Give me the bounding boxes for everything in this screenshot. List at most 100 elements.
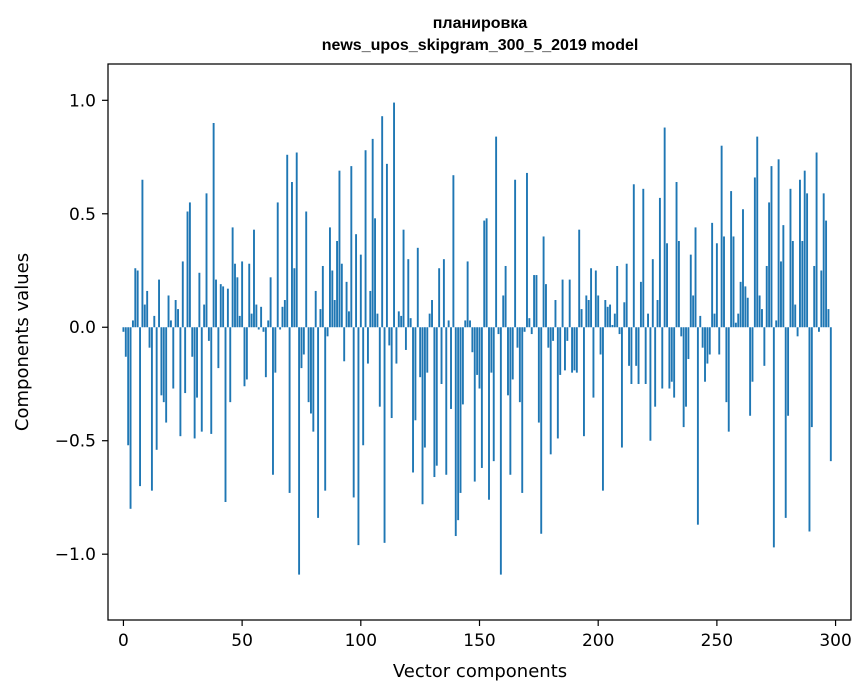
bar-106 [374,218,376,328]
bar-236 [682,327,685,428]
bar-24 [179,327,182,437]
y-axis-ticks: −1.0 −0.5 0.0 0.5 1.0 [55,91,108,565]
bar-125 [419,327,422,378]
bar-42 [222,286,225,328]
bar-94 [345,281,348,328]
bar-74 [298,327,301,575]
bar-253 [723,236,725,328]
bar-219 [642,188,645,328]
bar-119 [404,327,407,350]
bar-131 [433,327,436,478]
bar-82 [317,327,320,518]
bar-191 [575,327,578,373]
bar-261 [742,209,744,328]
bar-33 [200,327,203,432]
bar-232 [673,327,676,398]
bar-218 [639,281,642,328]
bar-2 [127,327,130,446]
bar-205 [609,304,612,328]
bar-170 [526,172,528,328]
bar-77 [305,211,308,328]
bar-6 [136,270,139,328]
bar-208 [616,265,619,328]
bar-75 [300,327,303,369]
bar-195 [585,295,588,328]
bar-282 [791,241,794,328]
bar-90 [336,241,339,328]
bar-285 [799,179,801,328]
bar-47 [234,263,236,328]
bar-126 [421,327,424,505]
bar-259 [737,313,740,328]
bar-273 [770,166,773,328]
bar-187 [566,327,569,341]
bar-152 [483,220,486,328]
bar-271 [765,265,768,328]
bar-189 [571,327,574,373]
bar-83 [319,309,322,328]
bar-225 [656,300,659,328]
bar-174 [535,275,538,328]
x-tick-label: 250 [701,631,733,651]
bar-284 [796,327,799,337]
bar-80 [312,327,315,432]
bar-66 [279,327,282,330]
bar-255 [727,327,730,432]
bar-194 [583,327,585,437]
bar-249 [713,313,716,328]
bar-96 [350,166,353,328]
bar-256 [730,191,733,328]
bar-0 [122,327,125,332]
bar-204 [606,306,609,328]
bar-247 [708,327,711,355]
bar-175 [537,327,540,423]
bar-290 [810,327,813,428]
bar-12 [150,327,153,491]
bar-50 [241,261,244,328]
bar-173 [533,275,536,328]
bar-167 [518,327,521,403]
bar-172 [530,327,533,335]
bar-35 [205,193,208,328]
bar-52 [245,327,248,380]
bar-237 [685,327,687,407]
bar-5 [134,268,137,328]
bar-16 [160,327,163,396]
bar-7 [139,327,141,487]
bar-34 [203,304,206,328]
bar-102 [364,150,367,328]
bar-20 [169,320,172,328]
bar-107 [376,313,379,328]
bar-161 [504,265,507,328]
bar-67 [281,306,284,328]
bar-262 [744,286,747,328]
bar-91 [338,170,341,328]
x-tick-label: 0 [118,631,129,651]
bar-151 [480,327,483,468]
bar-63 [272,327,274,475]
bar-85 [324,327,327,491]
bar-184 [559,327,562,375]
bar-98 [355,234,358,328]
bar-180 [549,327,552,455]
bar-136 [445,327,448,475]
bar-121 [409,318,412,328]
bars-group [122,102,832,575]
bar-279 [784,327,787,518]
bar-133 [438,268,441,328]
bar-78 [307,327,310,403]
bar-250 [715,243,718,328]
bar-162 [507,327,509,396]
bar-215 [632,184,635,328]
bar-105 [371,138,374,328]
bar-1 [124,327,127,357]
bar-221 [647,313,649,328]
bar-53 [248,263,251,328]
x-tick-label: 150 [463,631,495,651]
bar-277 [780,261,782,328]
bar-222 [649,327,652,441]
bar-148 [473,327,476,482]
bar-288 [806,193,809,328]
bar-48 [236,277,239,328]
bar-111 [385,163,388,328]
